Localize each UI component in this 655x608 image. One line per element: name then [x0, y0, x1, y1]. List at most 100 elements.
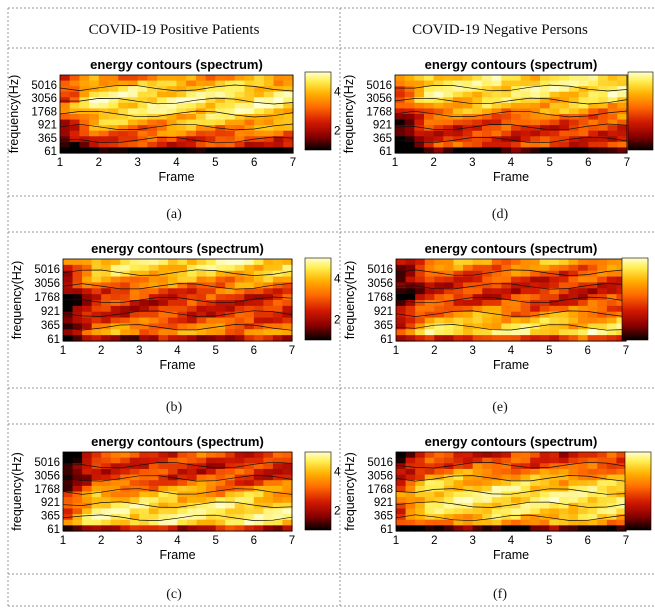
cell — [225, 288, 236, 295]
cell — [176, 80, 187, 87]
cell — [434, 329, 445, 336]
cell — [549, 491, 560, 498]
cell — [234, 147, 246, 154]
cell — [101, 502, 112, 510]
cell — [433, 125, 444, 132]
contour-line — [62, 324, 293, 331]
cell — [597, 491, 608, 498]
cell — [63, 276, 74, 284]
cell — [415, 452, 426, 459]
cell — [597, 335, 608, 342]
cell — [434, 311, 445, 319]
cell — [587, 335, 598, 342]
cell — [539, 497, 550, 504]
cell — [225, 75, 236, 82]
cell — [196, 468, 207, 476]
cell — [157, 80, 168, 87]
cell — [234, 497, 245, 504]
cell — [443, 80, 454, 87]
cell — [148, 463, 160, 470]
cell — [282, 463, 293, 470]
cell — [98, 147, 110, 154]
cell — [282, 480, 293, 487]
cell — [462, 119, 473, 126]
cell — [472, 525, 483, 532]
cell — [501, 311, 512, 319]
cell — [558, 335, 570, 342]
cell — [82, 474, 93, 481]
cell — [568, 525, 579, 532]
cell — [108, 86, 119, 93]
cell — [558, 519, 570, 526]
cell — [176, 86, 187, 93]
cell — [215, 508, 226, 515]
cell — [453, 86, 464, 93]
cell — [137, 125, 148, 132]
cell — [433, 147, 444, 154]
cell — [82, 282, 93, 289]
cell — [443, 474, 455, 481]
x-tick-label: 1 — [60, 345, 66, 357]
cell — [443, 457, 455, 464]
cell — [616, 294, 627, 301]
cell — [616, 264, 627, 272]
cell — [253, 294, 264, 301]
cell — [157, 125, 168, 132]
cell — [110, 288, 121, 295]
cell — [120, 525, 131, 532]
panel-f: energy contours (spectrum)50163056176892… — [343, 434, 652, 602]
cell — [225, 141, 236, 149]
cell — [453, 468, 464, 476]
cell — [139, 497, 150, 504]
cell — [405, 323, 416, 330]
cell — [63, 270, 74, 278]
cell — [405, 474, 416, 481]
cell — [272, 276, 284, 284]
caption-c: (c) — [166, 587, 182, 602]
cell — [433, 114, 444, 121]
cell — [91, 502, 102, 510]
contour-line — [394, 84, 628, 92]
cell — [272, 335, 284, 342]
cell — [424, 91, 435, 98]
cell — [539, 317, 550, 325]
cell — [463, 480, 474, 487]
cell — [118, 97, 129, 104]
cell — [225, 491, 236, 498]
cell — [110, 452, 121, 459]
cell — [206, 311, 217, 319]
cell — [206, 468, 217, 476]
cell — [463, 457, 474, 464]
cell — [443, 329, 455, 336]
cell — [463, 305, 474, 313]
cell — [167, 497, 179, 504]
cell — [101, 491, 112, 498]
cell — [453, 317, 464, 325]
cell — [234, 323, 245, 330]
cell — [254, 97, 265, 104]
cell — [520, 136, 531, 143]
cell — [110, 276, 121, 284]
cell — [443, 288, 455, 295]
cell — [539, 474, 550, 481]
cell — [98, 108, 110, 115]
cell — [540, 75, 551, 82]
cell — [234, 502, 245, 510]
cell — [127, 86, 139, 93]
cell — [414, 147, 425, 154]
cell — [539, 259, 550, 266]
cell — [139, 502, 150, 510]
cell — [415, 485, 426, 493]
cell — [91, 329, 102, 336]
cell — [148, 259, 160, 266]
y-tick-label: 61 — [379, 146, 392, 158]
cell — [234, 294, 245, 301]
cell — [558, 497, 570, 504]
cell — [253, 468, 264, 476]
cell — [167, 311, 179, 319]
cell — [166, 102, 178, 110]
cell — [616, 519, 627, 526]
cell — [482, 519, 493, 526]
cell — [616, 270, 627, 278]
cell — [588, 136, 599, 143]
